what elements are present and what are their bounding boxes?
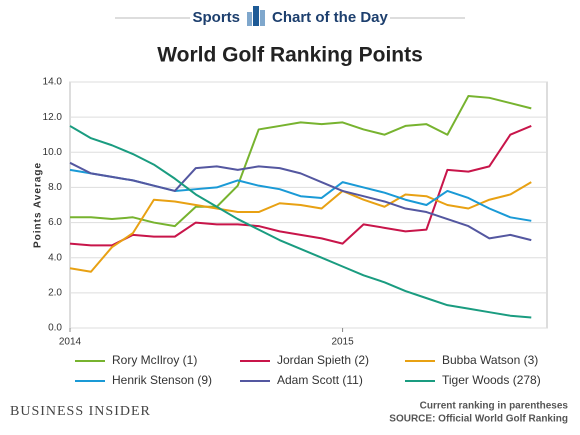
- series-line: [69, 125, 532, 247]
- y-tick-label: 6.0: [48, 217, 62, 228]
- y-tick-label: 10.0: [43, 147, 63, 158]
- feature-label: Chart of the Day: [272, 9, 389, 26]
- series-line: [69, 125, 532, 319]
- series-line: [69, 161, 532, 242]
- legend-label: Rory McIlroy (1): [112, 353, 197, 367]
- y-tick-label: 14.0: [43, 77, 63, 88]
- legend-label: Jordan Spieth (2): [277, 353, 369, 367]
- x-tick-label: 2015: [331, 337, 354, 348]
- y-tick-label: 4.0: [48, 252, 62, 263]
- legend-label: Tiger Woods (278): [442, 373, 541, 387]
- y-tick-label: 2.0: [48, 287, 62, 298]
- series-line: [69, 181, 532, 273]
- y-axis-label: Points Average: [33, 162, 44, 248]
- brand: BUSINESS INSIDER: [10, 404, 151, 419]
- chart-title: World Golf Ranking Points: [157, 44, 423, 67]
- x-tick-label: 2014: [59, 337, 82, 348]
- section-label: Sports: [192, 9, 240, 26]
- legend-label: Henrik Stenson (9): [112, 373, 212, 387]
- legend-label: Bubba Watson (3): [442, 353, 538, 367]
- y-tick-label: 12.0: [43, 112, 63, 123]
- footnote: Current ranking in parentheses: [420, 401, 569, 412]
- y-tick-label: 0.0: [48, 323, 62, 334]
- source: SOURCE: Official World Golf Ranking: [389, 414, 568, 425]
- header-icon: [247, 6, 265, 26]
- series-line: [70, 95, 532, 228]
- legend-label: Adam Scott (11): [277, 373, 363, 387]
- y-tick-label: 8.0: [48, 182, 62, 193]
